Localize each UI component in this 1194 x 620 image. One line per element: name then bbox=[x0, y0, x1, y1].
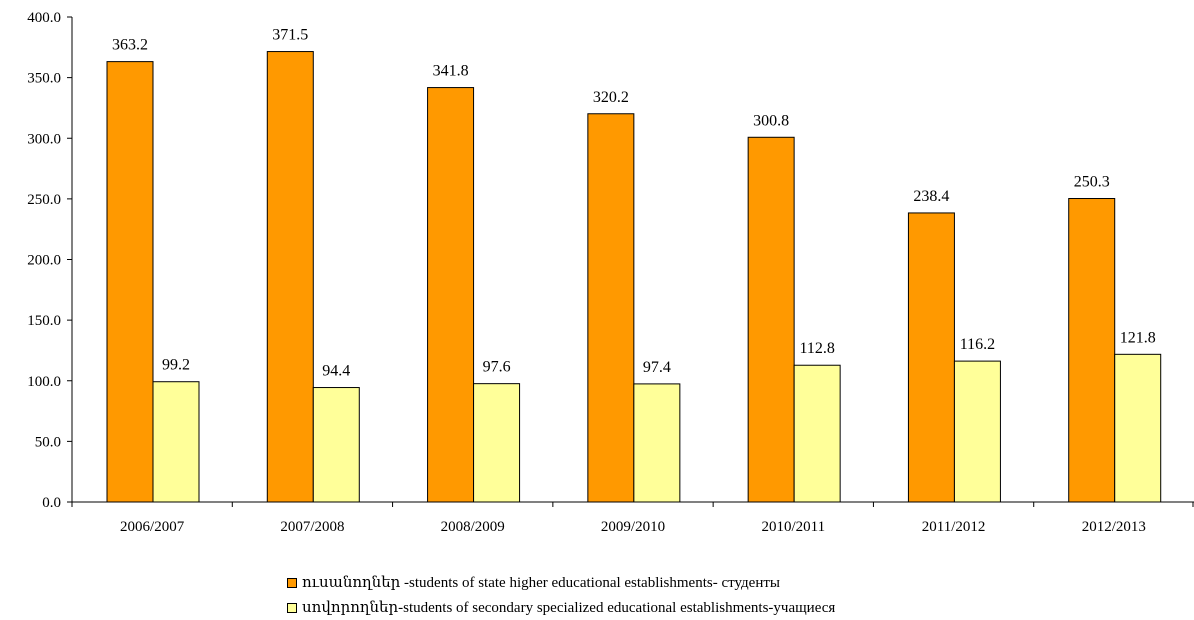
x-tick-label: 2011/2012 bbox=[922, 519, 986, 535]
data-label-higher-education: 238.4 bbox=[913, 188, 949, 205]
data-label-higher-education: 363.2 bbox=[112, 37, 148, 54]
bar-secondary-specialized bbox=[793, 364, 841, 503]
x-tick-label: 2006/2007 bbox=[120, 519, 185, 535]
y-tick-label: 200.0 bbox=[27, 253, 61, 269]
y-tick-label: 300.0 bbox=[27, 131, 61, 147]
legend-swatch-higher bbox=[287, 577, 297, 588]
y-tick-label: 100.0 bbox=[27, 374, 61, 390]
y-tick-label: 150.0 bbox=[27, 313, 61, 329]
data-label-secondary-specialized: 97.6 bbox=[483, 359, 511, 376]
legend-label-secondary: սովորողներ-students of secondary special… bbox=[302, 600, 836, 616]
bar-secondary-specialized bbox=[1114, 353, 1162, 503]
bar-secondary-specialized bbox=[473, 383, 521, 503]
axes: 0.0 50.0 100.0 150.0 200.0 250.0 300.0 350.0 400… bbox=[27, 10, 1194, 535]
legend: ուսանողներ -students of state higher edu… bbox=[287, 570, 835, 620]
bar-secondary-specialized bbox=[152, 381, 200, 503]
data-label-secondary-specialized: 116.2 bbox=[960, 336, 995, 353]
y-tick-label: 350.0 bbox=[27, 71, 61, 87]
data-label-higher-education: 371.5 bbox=[272, 27, 308, 44]
x-tick-label: 2012/2013 bbox=[1082, 519, 1146, 535]
bar-chart: 0.0 50.0 100.0 150.0 200.0 250.0 300.0 350.0 400… bbox=[27, 10, 1194, 535]
bar-higher-education bbox=[427, 87, 475, 503]
y-tick-label: 50.0 bbox=[35, 434, 61, 450]
x-tick-label: 2009/2010 bbox=[601, 519, 665, 535]
legend-label-higher: ուսանողներ -students of state higher edu… bbox=[302, 575, 780, 591]
x-tick-label: 2007/2008 bbox=[280, 519, 344, 535]
data-labels: 363.2 371.5 341.8 320.2 300.8 238.4 250.3 99.2 9… bbox=[112, 27, 1156, 380]
data-label-secondary-specialized: 97.4 bbox=[643, 359, 671, 376]
bar-higher-education bbox=[266, 51, 314, 503]
y-tick-label: 250.0 bbox=[27, 192, 61, 208]
y-tick-label: 0.0 bbox=[42, 495, 61, 511]
data-label-secondary-specialized: 94.4 bbox=[322, 363, 350, 380]
x-tick-label: 2008/2009 bbox=[441, 519, 505, 535]
data-label-secondary-specialized: 112.8 bbox=[799, 340, 834, 357]
data-label-higher-education: 320.2 bbox=[593, 89, 629, 106]
legend-item-secondary: սովորողներ-students of secondary special… bbox=[287, 595, 835, 620]
bars bbox=[106, 51, 1162, 503]
data-label-higher-education: 250.3 bbox=[1074, 174, 1110, 191]
legend-item-higher: ուսանողներ -students of state higher edu… bbox=[287, 570, 835, 595]
data-label-higher-education: 341.8 bbox=[433, 63, 469, 80]
data-label-higher-education: 300.8 bbox=[753, 112, 789, 129]
bar-higher-education bbox=[106, 61, 154, 503]
x-tick-label: 2010/2011 bbox=[761, 519, 825, 535]
bar-secondary-specialized bbox=[633, 383, 681, 503]
data-label-secondary-specialized: 99.2 bbox=[162, 357, 190, 374]
y-tick-label: 400.0 bbox=[27, 10, 61, 26]
bar-higher-education bbox=[907, 212, 955, 503]
bar-secondary-specialized bbox=[953, 360, 1001, 503]
bar-secondary-specialized bbox=[312, 387, 360, 503]
bar-higher-education bbox=[587, 113, 635, 503]
bar-higher-education bbox=[1068, 198, 1116, 503]
legend-swatch-secondary bbox=[287, 602, 297, 613]
data-label-secondary-specialized: 121.8 bbox=[1120, 329, 1156, 346]
bar-higher-education bbox=[747, 136, 795, 503]
